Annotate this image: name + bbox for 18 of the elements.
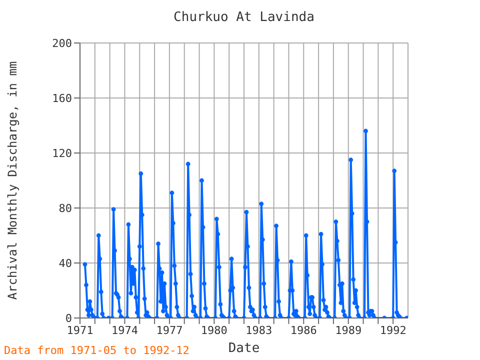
y-tick-label: 0 bbox=[65, 312, 72, 325]
y-tick-label: 160 bbox=[52, 92, 72, 105]
chart-title: Churkuo At Lavinda bbox=[172, 10, 316, 25]
x-tick-label: 1986 bbox=[290, 324, 317, 337]
text: Data from 1971-05 to 1992-12 bbox=[4, 344, 190, 357]
y-tick-label: 120 bbox=[52, 146, 72, 160]
y-tick-label: 200 bbox=[52, 36, 72, 50]
x-tick-label: 1971 bbox=[66, 324, 94, 337]
y-tick-label: 40 bbox=[58, 256, 72, 270]
x-tick-label: 1980 bbox=[200, 324, 228, 337]
x-tick-label: 1977 bbox=[156, 324, 183, 337]
x-tick-label: 1983 bbox=[246, 324, 272, 337]
x-tick-label: 1992 bbox=[380, 324, 406, 337]
x-tick-label: 1989 bbox=[335, 324, 362, 337]
y-axis-title: Archival Monthly Discharge, in mm bbox=[5, 61, 20, 300]
x-axis-title: Date bbox=[228, 341, 260, 356]
x-tick-label: 1974 bbox=[111, 324, 138, 337]
y-tick-label: 80 bbox=[58, 202, 72, 215]
